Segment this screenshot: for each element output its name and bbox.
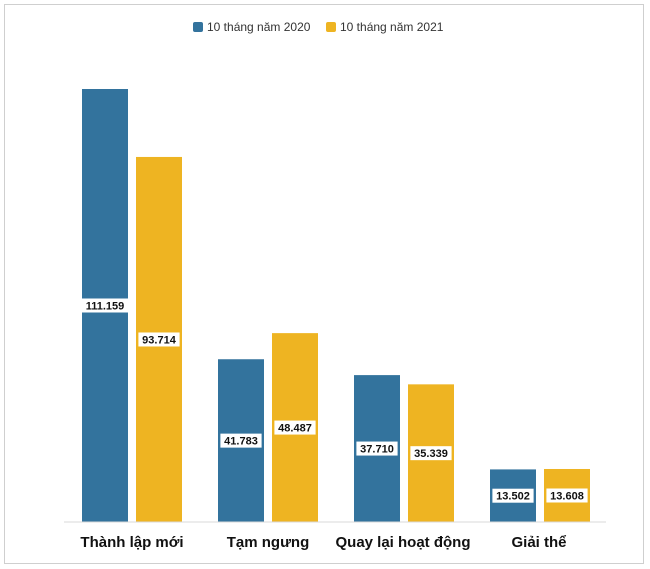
- legend-label-2021: 10 tháng năm 2021: [340, 20, 444, 34]
- value-labels-layer: 111.159 93.714 41.783 48.487 37.710 35.339 13.…: [81, 298, 588, 503]
- value-label-bg-giai-the-2021: [546, 488, 588, 503]
- legend-swatch-2020: [193, 22, 203, 32]
- value-label-tam-ngung-2020: 41.783: [224, 436, 258, 448]
- value-label-bg-tam-ngung-2021: [274, 420, 316, 435]
- value-label-giai-the-2021: 13.608: [550, 490, 584, 502]
- category-labels: Thành lập mới Tạm ngưng Quay lại hoạt độ…: [80, 534, 566, 551]
- value-label-quay-lai-hoat-dong-2021: 35.339: [414, 448, 448, 460]
- legend: 10 tháng năm 2020 10 tháng năm 2021: [193, 20, 444, 34]
- legend-swatch-2021: [326, 22, 336, 32]
- legend-item-2021[interactable]: 10 tháng năm 2021: [326, 20, 444, 34]
- value-label-bg-thanh-lap-moi-2020: [81, 298, 129, 313]
- value-label-bg-giai-the-2020: [492, 488, 534, 503]
- value-label-bg-thanh-lap-moi-2021: [138, 332, 180, 347]
- category-label-thanh-lap-moi: Thành lập mới: [80, 534, 183, 551]
- bars-layer: [82, 89, 590, 523]
- value-label-tam-ngung-2021: 48.487: [278, 423, 312, 435]
- value-label-thanh-lap-moi-2020: 111.159: [86, 301, 125, 313]
- value-label-thanh-lap-moi-2021: 93.714: [142, 334, 177, 346]
- legend-item-2020[interactable]: 10 tháng năm 2020: [193, 20, 311, 34]
- legend-label-2020: 10 tháng năm 2020: [207, 20, 311, 34]
- category-label-tam-ngung: Tạm ngưng: [227, 534, 310, 551]
- category-label-giai-the: Giải thể: [511, 534, 566, 551]
- category-label-quay-lai-hoat-dong: Quay lại hoạt động: [335, 534, 470, 551]
- value-label-quay-lai-hoat-dong-2020: 37.710: [360, 444, 394, 456]
- value-label-bg-quay-lai-hoat-dong-2021: [410, 446, 452, 461]
- value-label-giai-the-2020: 13.502: [496, 491, 530, 503]
- value-label-bg-tam-ngung-2020: [220, 433, 262, 448]
- value-label-bg-quay-lai-hoat-dong-2020: [356, 441, 398, 456]
